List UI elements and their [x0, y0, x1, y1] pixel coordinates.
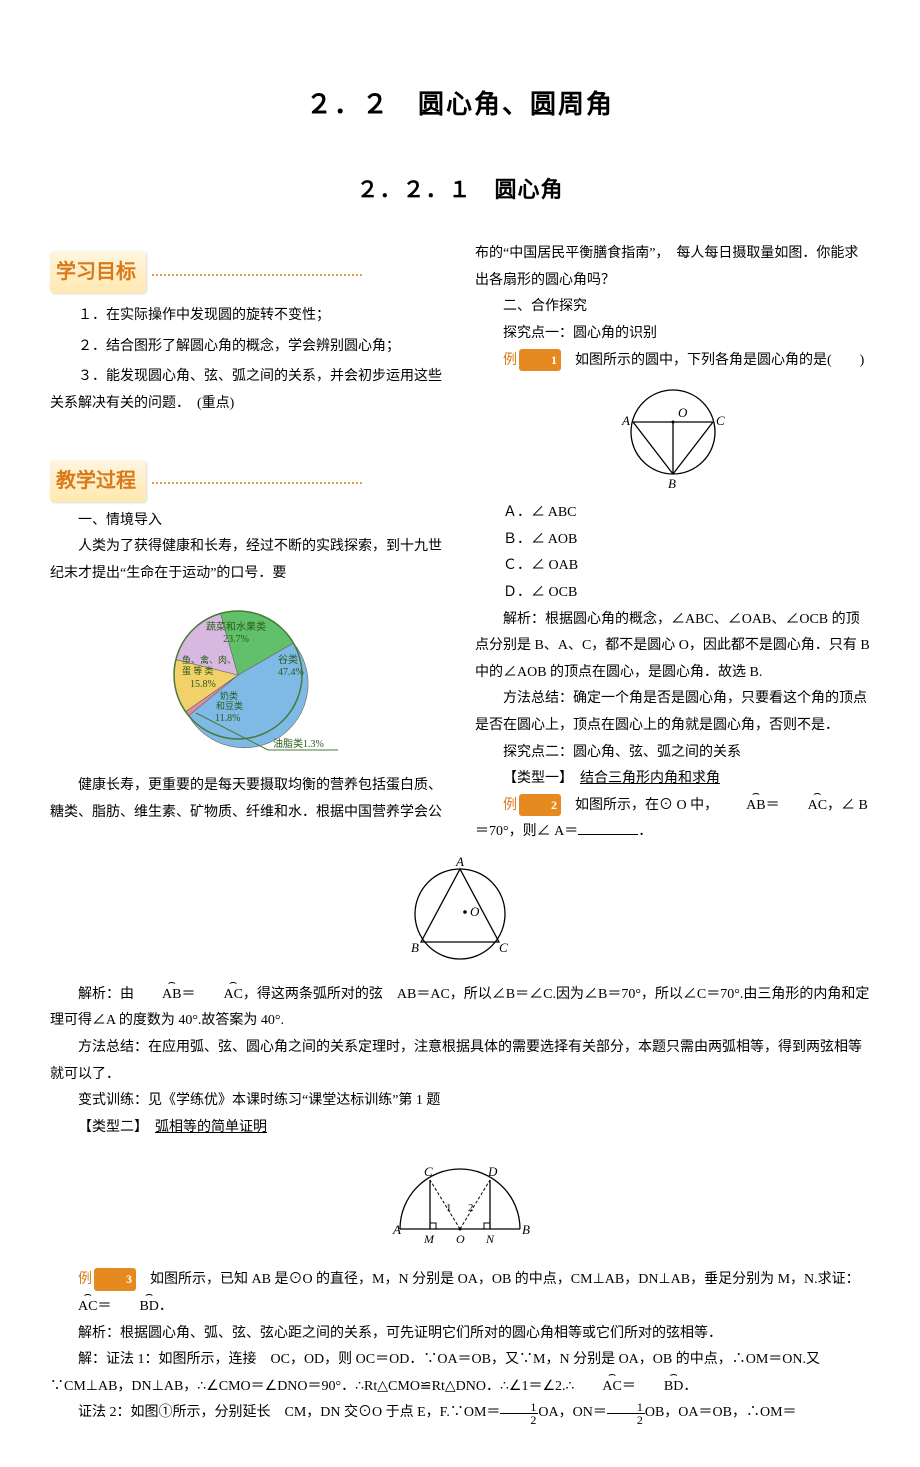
- label-grain-pct: 47.4%: [278, 667, 304, 678]
- objective-3: ３．能发现圆心角、弦、弧之间的关系，并会初步运用这些关系解决有关的问题． (重点…: [50, 364, 445, 417]
- arc-AC2: AC: [195, 982, 242, 1009]
- example3-line: 例3 如图所示，已知 AB 是⊙O 的直径，M，N 分别是 OA，OB 的中点，…: [50, 1267, 870, 1320]
- label-veg-pct: 23.7%: [223, 634, 249, 645]
- summary1: 方法总结：确定一个角是否是圆心角，只要看这个角的顶点是否在圆心上，顶点在圆心上的…: [475, 686, 870, 739]
- fig3-B: B: [522, 1222, 530, 1237]
- ex2-analysis: 解析：由AB＝AC，得这两条弧所对的弦 AB＝AC，所以∠B＝∠C.因为∠B＝7…: [50, 982, 870, 1035]
- fig1-A: A: [621, 413, 630, 428]
- example-badge-2: 2: [519, 794, 561, 817]
- fig3-A: A: [392, 1222, 401, 1237]
- example-label: 例: [503, 353, 517, 368]
- label-meat2: 蛋 等 类: [182, 665, 214, 676]
- ex1-analysis: 解析：根据圆心角的概念，∠ABC、∠OAB、∠OCB 的顶点分别是 B、A、C，…: [475, 607, 870, 687]
- figure-ex3: A B C D M N O 1 2: [50, 1149, 870, 1259]
- label-oil: 油脂类1.3%: [273, 737, 324, 750]
- choice-B: Ｂ．∠ AOB: [475, 527, 870, 554]
- fig1-O: O: [678, 405, 688, 420]
- dotted-rule: [152, 274, 362, 276]
- label-grain: 谷类: [278, 653, 298, 666]
- arc-AB2: AB: [134, 982, 181, 1009]
- ex2-qa: 如图所示，在⊙ O 中，: [561, 798, 718, 813]
- fig1-C: C: [716, 413, 725, 428]
- ex3-qa: 如图所示，已知 AB 是⊙O 的直径，M，N 分别是 OA，OB 的中点，CM⊥…: [136, 1272, 860, 1287]
- arc-AB: AB: [718, 793, 765, 820]
- arc-AC: AC: [780, 793, 827, 820]
- section-header-process: 教学过程: [50, 460, 146, 502]
- type2: 【类型二】 弧相等的简单证明: [50, 1115, 870, 1142]
- topic2: 探究点二：圆心角、弦、弧之间的关系: [475, 740, 870, 767]
- example-badge-1: 1: [519, 349, 561, 372]
- fig1-B: B: [668, 476, 676, 491]
- fig3-O: O: [456, 1232, 465, 1246]
- choice-A: Ａ．∠ ABC: [475, 500, 870, 527]
- arc-BD2: BD: [636, 1374, 683, 1401]
- example2-line: 例2 如图所示，在⊙ O 中，AB＝AC，∠ B＝70°，则∠ A＝．: [475, 793, 870, 846]
- section-header-objectives: 学习目标: [50, 251, 146, 293]
- topic1: 探究点一：圆心角的识别: [475, 321, 870, 348]
- objective-2: ２．结合图形了解圆心角的概念，学会辨别圆心角；: [50, 334, 445, 361]
- sub-title: ２．２．１ 圆心角: [50, 169, 870, 211]
- pie-chart: 蔬菜和水果类 23.7% 谷类 47.4% 鱼、禽、肉、 蛋 等 类 15.8%…: [50, 595, 445, 765]
- fig2-O: O: [470, 904, 480, 919]
- fig3-M: M: [423, 1232, 435, 1246]
- label-milk: 奶类: [220, 690, 238, 701]
- choice-C: Ｃ．∠ OAB: [475, 553, 870, 580]
- main-title: ２．２ 圆心角、圆周角: [50, 80, 870, 129]
- label-bean: 和豆类: [216, 700, 243, 711]
- fig3-1: 1: [446, 1202, 452, 1214]
- example-label-2: 例: [503, 798, 517, 813]
- label-milk-pct: 11.8%: [215, 713, 240, 724]
- summary2: 方法总结：在应用弧、弦、圆心角之间的关系定理时，注意根据具体的需要选择有关部分，…: [50, 1035, 870, 1088]
- fig3-D: D: [487, 1164, 498, 1179]
- fig2-A: A: [455, 854, 464, 869]
- dotted-rule-2: [152, 482, 362, 484]
- label-veg: 蔬菜和水果类: [206, 620, 266, 633]
- intro-p1: 人类为了获得健康和长寿，经过不断的实践探索，到十九世纪末才提出“生命在于运动”的…: [50, 534, 445, 587]
- ex3-qb: ．: [159, 1299, 173, 1314]
- label-meat: 鱼、禽、肉、: [182, 654, 236, 665]
- objective-1: １．在实际操作中发现圆的旋转不变性；: [50, 303, 445, 330]
- frac-half-2: 12: [607, 1401, 645, 1426]
- heading-coop: 二、合作探究: [475, 294, 870, 321]
- heading-context: 一、情境导入: [50, 508, 445, 535]
- arc-AC3: AC: [50, 1294, 97, 1321]
- choice-D: Ｄ．∠ OCB: [475, 580, 870, 607]
- figure-ex1: O A C B: [475, 382, 870, 492]
- fig3-2: 2: [468, 1202, 474, 1214]
- arc-BD: BD: [111, 1294, 158, 1321]
- label-meat-pct: 15.8%: [190, 679, 216, 690]
- ex2-qc: ．: [638, 824, 652, 839]
- proof2: 证法 2：如图①所示，分别延长 CM，DN 交⊙O 于点 E，F.∵OM＝12O…: [50, 1400, 870, 1427]
- fig2-C: C: [499, 940, 508, 955]
- fig3-N: N: [485, 1232, 495, 1246]
- fig3-C: C: [424, 1164, 433, 1179]
- type1-title: 结合三角形内角和求角: [580, 771, 720, 786]
- variant: 变式训练：见《学练优》本课时练习“课堂达标训练”第 1 题: [50, 1088, 870, 1115]
- example1-q: 如图所示的圆中，下列各角是圆心角的是( ): [561, 353, 864, 368]
- example1-line: 例1 如图所示的圆中，下列各角是圆心角的是( ): [475, 348, 870, 375]
- proof1: 解：证法 1：如图所示，连接 OC，OD，则 OC＝OD．∵OA＝OB，又∵M，…: [50, 1347, 870, 1400]
- blank: [578, 822, 638, 836]
- type2-title: 弧相等的简单证明: [155, 1120, 267, 1135]
- fig2-B: B: [411, 940, 419, 955]
- figure-ex2: A O B C: [50, 854, 870, 974]
- ex3-analysis: 解析：根据圆心角、弧、弦、弦心距之间的关系，可先证明它们所对的圆心角相等或它们所…: [50, 1321, 870, 1348]
- frac-half-1: 12: [500, 1401, 538, 1426]
- arc-AC4: AC: [574, 1374, 621, 1401]
